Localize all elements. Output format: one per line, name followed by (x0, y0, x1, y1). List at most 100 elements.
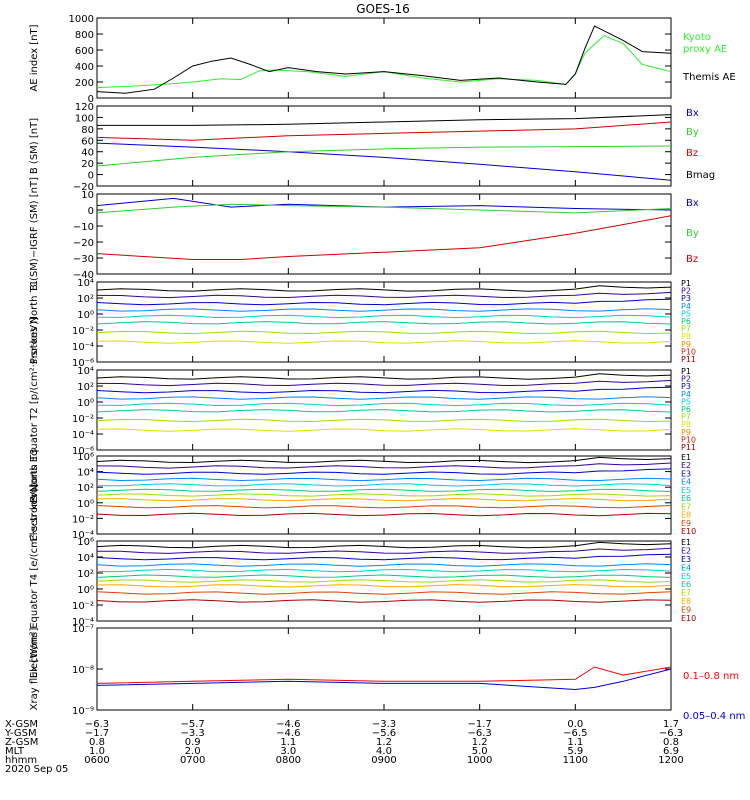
panel-frame (96, 17, 672, 99)
series-line-1 (96, 666, 672, 684)
row-label: Y-GSM (4, 728, 37, 739)
y-tick-label: 10⁴ (77, 553, 94, 564)
row-value: 0.0 (567, 719, 583, 730)
y-tick-label: 10⁰ (77, 310, 94, 321)
y-tick-label: 20 (81, 159, 94, 170)
y-tick-label: 10⁻⁷ (72, 624, 94, 635)
channel-label: P8 (681, 420, 691, 429)
row-value: −3.3 (181, 728, 205, 739)
y-tick-label: 10⁻² (72, 414, 94, 425)
row-value: 0700 (180, 755, 205, 766)
flux-line-8 (96, 340, 672, 344)
y-tick-label: 400 (75, 62, 94, 73)
legend-label: Bz (686, 254, 698, 265)
y-tick-label: 40 (81, 148, 94, 159)
channel-label: E10 (681, 527, 696, 536)
panel-7: 10⁶ 10⁴ 10² 10⁰ 10⁻² 10⁻⁴ Electrons Equator T4… (29, 484, 696, 678)
flux-line-9 (96, 505, 672, 509)
channel-label: E3 (681, 469, 691, 478)
row-value: −3.3 (372, 719, 396, 730)
panel-6: 10⁶ 10⁴ 10² 10⁰ 10⁻² 10⁻⁴ Electrons North T3 E1… (29, 448, 696, 541)
y-tick-label: 80 (81, 125, 94, 136)
row-value: 0.8 (89, 737, 105, 748)
flux-line-4 (96, 396, 672, 400)
x-axis-table: X-GSM −6.3 −5.7 −4.6 −3.3 −1.7 0.0 1.7 Y-GSM −1.7… (4, 719, 684, 775)
y-tick-label: 10² (77, 382, 94, 393)
y-axis-label: B (SM) [nT] (29, 118, 40, 174)
channel-label: P9 (681, 428, 691, 437)
y-axis-label: Protons North T1 (29, 280, 40, 364)
flux-line-4 (96, 563, 672, 567)
channel-label: P9 (681, 340, 691, 349)
y-tick-label: 0 (88, 94, 94, 105)
channel-label: P6 (681, 317, 691, 326)
y-tick-label: 10⁻⁸ (72, 665, 94, 676)
channel-label: P8 (681, 332, 691, 341)
row-value: 5.9 (567, 746, 583, 757)
row-value: −4.6 (276, 719, 300, 730)
y-tick-label: 10⁻² (72, 514, 94, 525)
row-value: −6.3 (85, 719, 109, 730)
row-value: 6.9 (663, 746, 679, 757)
flux-line-3 (96, 468, 672, 475)
y-tick-label: 10⁶ (77, 452, 94, 463)
flux-line-3 (96, 386, 672, 394)
flux-line-9 (96, 591, 672, 595)
row-value: −4.6 (276, 728, 300, 739)
y-tick-label: 0 (88, 171, 94, 182)
legend-label: Kyoto (683, 32, 711, 43)
row-value: 2.0 (185, 746, 201, 757)
panel-8: 10⁻⁷ 10⁻⁸ 10⁻⁹ Xray flux [W/m²] 0.1–0.8 nm 0.… (29, 624, 745, 722)
row-value: 4.0 (376, 746, 392, 757)
flux-line-5 (96, 402, 672, 407)
channel-label: E6 (681, 580, 691, 589)
channel-label: E8 (681, 511, 691, 520)
channel-label: P1 (681, 279, 691, 288)
flux-line-1 (96, 285, 672, 292)
legend-label: Bx (686, 108, 699, 119)
y-tick-label: 10⁴ (77, 468, 94, 479)
row-value: −1.7 (85, 728, 109, 739)
row-value: 1100 (563, 755, 588, 766)
series-line-1 (96, 197, 672, 211)
channel-label: P2 (681, 375, 691, 384)
y-tick-label: −30 (73, 254, 94, 265)
flux-line-10 (96, 599, 672, 603)
flux-line-3 (96, 298, 672, 306)
y-tick-label: 10² (77, 483, 94, 494)
row-label: Z-GSM (5, 737, 38, 748)
flux-line-2 (96, 291, 672, 299)
row-value: 1.0 (89, 746, 105, 757)
flux-line-8 (96, 497, 672, 502)
flux-line-6 (96, 321, 672, 325)
row-value: −6.5 (563, 728, 587, 739)
legend-label: By (686, 228, 699, 239)
legend-label: 0.1–0.8 nm (683, 671, 739, 682)
legend-label: Themis AE (682, 72, 736, 83)
channel-label: P5 (681, 397, 691, 406)
row-value: 0900 (371, 755, 396, 766)
row-value: 1000 (467, 755, 492, 766)
y-tick-label: 10⁴ (77, 278, 94, 289)
series-line-2 (96, 668, 672, 691)
flux-line-7 (96, 418, 672, 423)
row-value: 1.2 (472, 737, 488, 748)
row-value: 3.0 (280, 746, 296, 757)
row-value: 0.8 (663, 737, 679, 748)
y-tick-label: 0 (88, 206, 94, 217)
y-tick-label: −20 (73, 238, 94, 249)
series-line-3 (96, 215, 672, 260)
y-tick-label: 10⁴ (77, 366, 94, 377)
y-tick-label: 10⁶ (77, 537, 94, 548)
channel-label: E4 (681, 563, 691, 572)
channel-label: P5 (681, 309, 691, 318)
channel-label: E9 (681, 606, 691, 615)
channel-label: E2 (681, 546, 691, 555)
channel-label: P3 (681, 294, 691, 303)
flux-line-7 (96, 330, 672, 335)
row-value: −5.7 (181, 719, 205, 730)
date-label: 2020 Sep 05 (5, 764, 68, 775)
y-tick-label: 10⁰ (77, 499, 94, 510)
legend-label: 0.05–0.4 nm (683, 711, 745, 722)
